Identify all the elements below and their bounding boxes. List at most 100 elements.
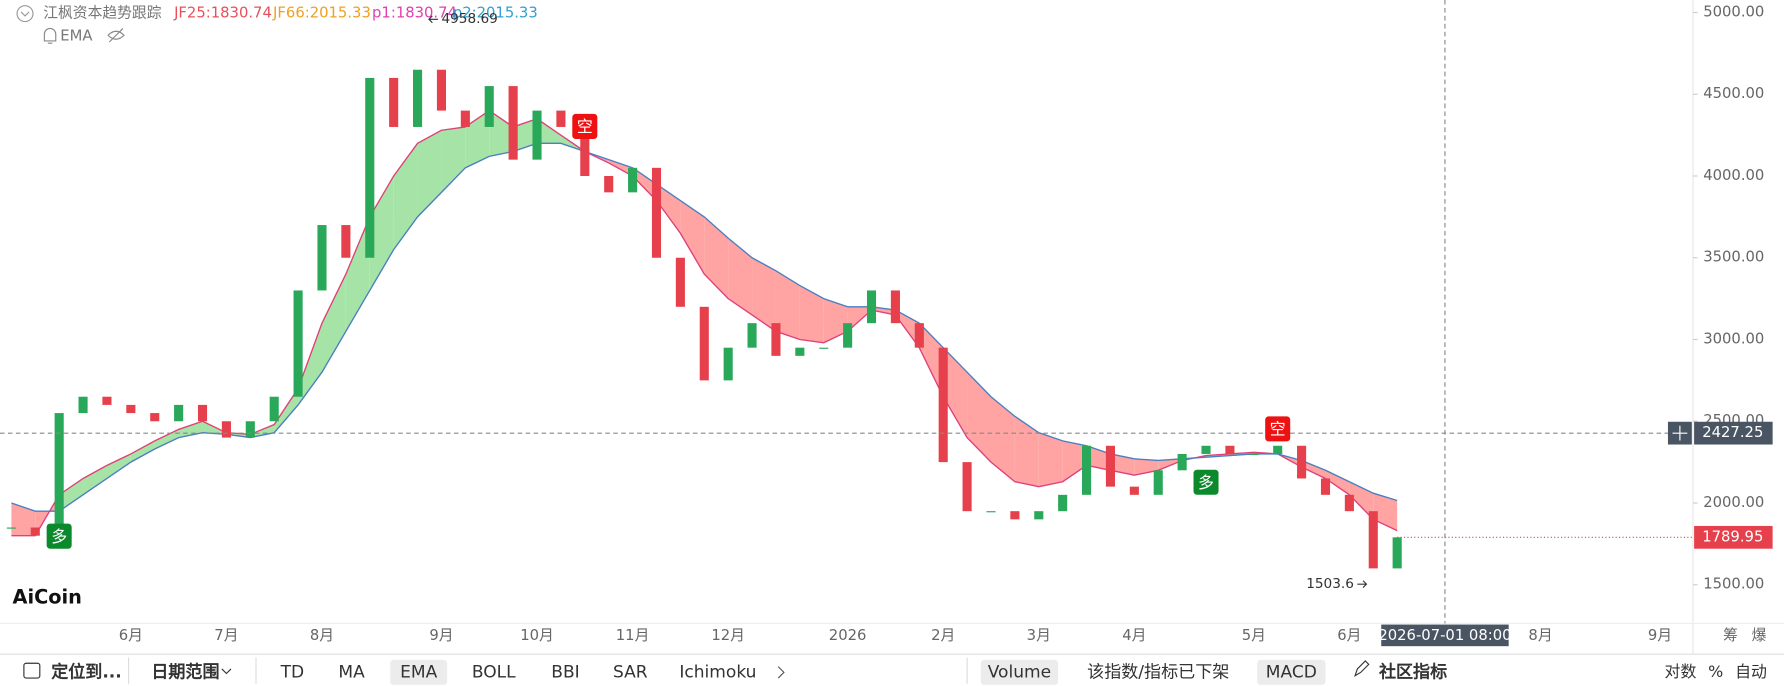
x-tick-label: 8月 <box>310 627 334 644</box>
candle <box>580 126 590 177</box>
indicator-button[interactable]: Volume <box>988 662 1051 682</box>
indicator-button[interactable]: EMA <box>400 662 437 682</box>
y-tick-label: 4000.00 <box>1703 167 1764 184</box>
signal-badge <box>1265 416 1291 442</box>
indicator-button[interactable]: BOLL <box>472 662 516 682</box>
ema-band <box>919 323 944 397</box>
x-tick-label: 7月 <box>214 627 238 644</box>
indicator-button[interactable]: MACD <box>1266 662 1317 682</box>
candle <box>675 257 685 307</box>
signal-label: 多 <box>1198 473 1214 492</box>
candle <box>150 413 160 422</box>
signal-label: 多 <box>51 527 67 546</box>
ema-band <box>775 270 800 340</box>
x-tick-label: 9月 <box>429 627 453 644</box>
x-tick-label: 12月 <box>711 627 745 644</box>
locate-button[interactable]: 定位到... <box>51 661 122 682</box>
candle <box>1201 445 1211 454</box>
date-range-button[interactable]: 日期范围 <box>151 661 219 682</box>
candle <box>221 421 231 438</box>
scale-option[interactable]: 自动 <box>1735 662 1767 681</box>
hide-icon[interactable] <box>107 28 125 43</box>
legend-jf25: JF25:1830.74 <box>173 5 272 22</box>
candle <box>938 347 948 463</box>
annotation-label: 1503.6 <box>1306 576 1354 592</box>
ema-band <box>990 396 1015 482</box>
candle <box>962 462 972 512</box>
overlay-label: EMA <box>60 27 92 44</box>
ema-band <box>943 347 968 438</box>
axis-extra[interactable]: 爆 <box>1752 627 1767 644</box>
candle <box>771 323 781 356</box>
candle <box>1129 486 1139 495</box>
candle <box>1058 494 1068 512</box>
ema-band <box>656 184 681 234</box>
signal-label: 空 <box>577 117 593 136</box>
ema-band <box>1110 453 1135 476</box>
legend-value: 2015.33 <box>477 5 538 22</box>
y-tick-label: 3000.00 <box>1703 331 1764 348</box>
scale-option[interactable]: 对数 <box>1665 662 1697 681</box>
bell-icon[interactable] <box>43 27 57 44</box>
x-tick-label: 10月 <box>520 627 554 644</box>
active-bg <box>1257 659 1326 685</box>
indicator-button[interactable]: SAR <box>613 662 648 682</box>
legend-value: 1830.74 <box>211 5 272 22</box>
crosshair-y-label: 2427.25 <box>1702 424 1763 441</box>
collapse-icon[interactable] <box>16 5 34 23</box>
ema-band <box>11 502 36 536</box>
signal-badge <box>572 113 598 139</box>
candle <box>197 404 208 422</box>
ema-band <box>1038 432 1063 487</box>
signal-badge <box>46 523 72 549</box>
candle <box>389 77 399 127</box>
candle <box>819 347 829 349</box>
crosshair-y-box <box>1694 421 1773 445</box>
x-tick-label: 4月 <box>1122 627 1146 644</box>
axis-extra[interactable]: 筹 <box>1723 627 1738 644</box>
indicator-button[interactable]: Ichimoku <box>679 662 756 682</box>
candle <box>341 225 351 258</box>
ema-band <box>632 167 657 201</box>
candle <box>1297 445 1307 479</box>
candle <box>365 77 375 258</box>
indicator-button[interactable]: MA <box>338 662 365 682</box>
ema-band <box>704 216 729 299</box>
x-tick-label: 6月 <box>1337 627 1361 644</box>
community-button[interactable]: 社区指标 <box>1378 661 1447 682</box>
candle <box>1273 445 1283 454</box>
legend-sep: : <box>472 5 477 22</box>
signal-badge <box>1193 469 1219 495</box>
active-bg <box>980 659 1059 685</box>
plus-icon <box>1672 425 1688 441</box>
candle <box>126 404 136 414</box>
scale-option[interactable]: % <box>1708 662 1723 681</box>
candle <box>174 404 184 422</box>
x-tick-label: 5月 <box>1242 627 1266 644</box>
edit-icon <box>1354 660 1370 678</box>
candle <box>866 290 877 324</box>
ema-band <box>752 257 776 332</box>
indicator-button[interactable]: BBI <box>551 662 579 682</box>
more-arrow[interactable] <box>777 666 785 679</box>
indicator-button[interactable]: TD <box>280 662 305 682</box>
legend-jf66: JF66:2015.33 <box>272 5 371 22</box>
candle <box>1249 453 1259 456</box>
y-tick-label: 2000.00 <box>1703 494 1764 511</box>
candle <box>317 225 327 291</box>
candle <box>245 421 255 438</box>
indicator-button[interactable]: 该指数/指标已下架 <box>1087 662 1229 682</box>
candle <box>102 396 112 405</box>
ema-band <box>417 130 442 217</box>
crosshair-x-box <box>1381 624 1509 647</box>
collapse-chevron <box>20 11 30 17</box>
x-tick-label: 3月 <box>1027 627 1051 644</box>
candle <box>532 110 542 160</box>
ema-band <box>59 478 84 512</box>
logo: AiCoin <box>13 585 82 608</box>
candle <box>651 167 662 258</box>
candle <box>1034 511 1044 520</box>
